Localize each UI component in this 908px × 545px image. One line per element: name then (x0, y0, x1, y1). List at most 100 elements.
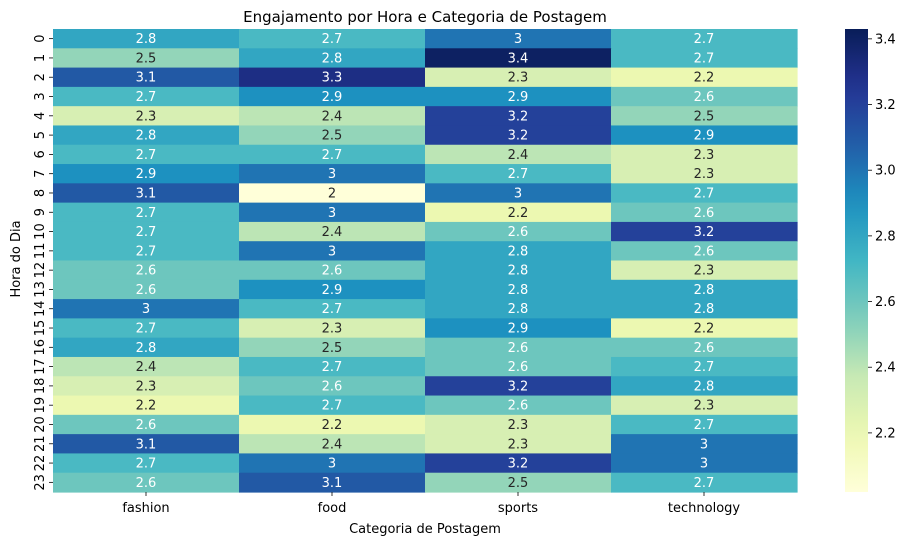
cell-value-label: 2.8 (508, 244, 529, 259)
cell-value-label: 2.6 (322, 379, 343, 394)
x-tick-label: food (318, 501, 347, 516)
cell-value-label: 3 (700, 437, 708, 452)
heatmap-cell (53, 67, 240, 88)
heatmap-cell (239, 337, 426, 358)
cell-value-label: 2.7 (694, 418, 715, 433)
cell-value-label: 3.1 (136, 71, 157, 86)
heatmap-cell (239, 125, 426, 146)
cell-value-label: 2.7 (694, 360, 715, 375)
cell-value-label: 3.2 (508, 109, 529, 124)
heatmap-cell (425, 279, 612, 300)
cell-value-label: 2.4 (322, 225, 343, 240)
cell-value-label: 2.7 (508, 167, 529, 182)
heatmap-cell (239, 164, 426, 184)
heatmap-cell (611, 67, 798, 88)
heatmap-cell (239, 106, 426, 127)
cell-value-label: 3 (514, 186, 522, 201)
cell-value-label: 2.3 (136, 109, 157, 124)
cell-value-label: 2.7 (136, 322, 157, 337)
cell-value-label: 2.6 (694, 206, 715, 221)
cell-value-label: 2.8 (694, 302, 715, 317)
heatmap-cell (611, 260, 798, 281)
cell-value-label: 3.2 (508, 457, 529, 472)
y-tick-label: 2 (33, 73, 48, 81)
cell-value-label: 2.8 (136, 32, 157, 47)
heatmap-cell (53, 164, 240, 184)
cell-value-label: 2.2 (136, 399, 157, 414)
y-tick-label: 12 (33, 262, 48, 279)
cell-value-label: 2.2 (694, 322, 715, 337)
cell-value-label: 2.9 (508, 90, 529, 105)
cell-value-label: 2.2 (508, 206, 529, 221)
heatmap-cell (425, 29, 612, 49)
colorbar-tick-label: 3.2 (875, 98, 896, 113)
cell-value-label: 2.7 (322, 360, 343, 375)
cell-value-label: 2.8 (136, 129, 157, 144)
heatmap-cell (239, 414, 426, 435)
heatmap-cell (53, 414, 240, 435)
cell-value-label: 2.3 (508, 437, 529, 452)
heatmap-cell (239, 183, 426, 204)
cell-value-label: 2.7 (322, 32, 343, 47)
x-tick-label: sports (498, 501, 538, 516)
cell-value-label: 2.7 (136, 148, 157, 163)
heatmap-cell (425, 260, 612, 281)
cell-value-label: 2.2 (322, 418, 343, 433)
cell-value-label: 2.7 (694, 32, 715, 47)
colorbar-gradient (845, 29, 868, 492)
heatmap-cell (53, 144, 240, 165)
y-tick-label: 18 (33, 378, 48, 395)
heatmap-cell (611, 202, 798, 223)
heatmap-cell (239, 356, 426, 377)
y-tick-label: 5 (33, 131, 48, 139)
heatmap-cell (425, 183, 612, 204)
cell-value-label: 3 (142, 302, 150, 317)
y-tick-label: 11 (33, 243, 48, 260)
y-tick-label: 23 (33, 474, 48, 491)
heatmap-cell (611, 144, 798, 165)
heatmap-cell (425, 144, 612, 165)
heatmap-cell (425, 337, 612, 358)
cell-value-label: 3.1 (136, 437, 157, 452)
y-tick-label: 7 (33, 170, 48, 178)
heatmap-cell (239, 29, 426, 49)
cell-value-label: 2.5 (322, 341, 343, 356)
cell-value-label: 2.8 (508, 302, 529, 317)
heatmap-cell (611, 299, 798, 319)
heatmap-cell (239, 434, 426, 455)
cell-value-label: 2.6 (136, 418, 157, 433)
x-axis-label: Categoria de Postagem (349, 522, 501, 537)
heatmap-cell (425, 241, 612, 262)
heatmap-cell (611, 221, 798, 242)
colorbar-tick-label: 2.8 (875, 229, 896, 244)
cell-value-label: 2.2 (694, 71, 715, 86)
y-tick-label: 8 (33, 189, 48, 197)
cell-value-label: 3.1 (136, 186, 157, 201)
cell-value-label: 2.3 (508, 418, 529, 433)
heatmap-cell (53, 434, 240, 455)
cell-value-label: 2.9 (136, 167, 157, 182)
heatmap-cell (425, 434, 612, 455)
y-tick-label: 6 (33, 150, 48, 158)
cell-value-label: 3 (514, 32, 522, 47)
heatmap-cell (425, 453, 612, 474)
heatmap-cell (425, 106, 612, 127)
heatmap-cell (425, 318, 612, 339)
cell-value-label: 2.3 (694, 167, 715, 182)
cell-value-label: 2.4 (136, 360, 157, 375)
cell-value-label: 2.6 (136, 264, 157, 279)
heatmap-cell (425, 164, 612, 184)
cell-value-label: 2.7 (136, 90, 157, 105)
heatmap-cell (53, 29, 240, 49)
heatmap-cell (239, 453, 426, 474)
y-tick-label: 10 (33, 223, 48, 240)
heatmap-cell (611, 434, 798, 455)
cell-value-label: 2.7 (694, 186, 715, 201)
heatmap-cell (239, 260, 426, 281)
cell-value-label: 3.2 (508, 379, 529, 394)
heatmap-cell (611, 241, 798, 262)
cell-value-label: 2.4 (508, 148, 529, 163)
heatmap-cell (53, 86, 240, 107)
y-tick-label: 4 (33, 112, 48, 120)
